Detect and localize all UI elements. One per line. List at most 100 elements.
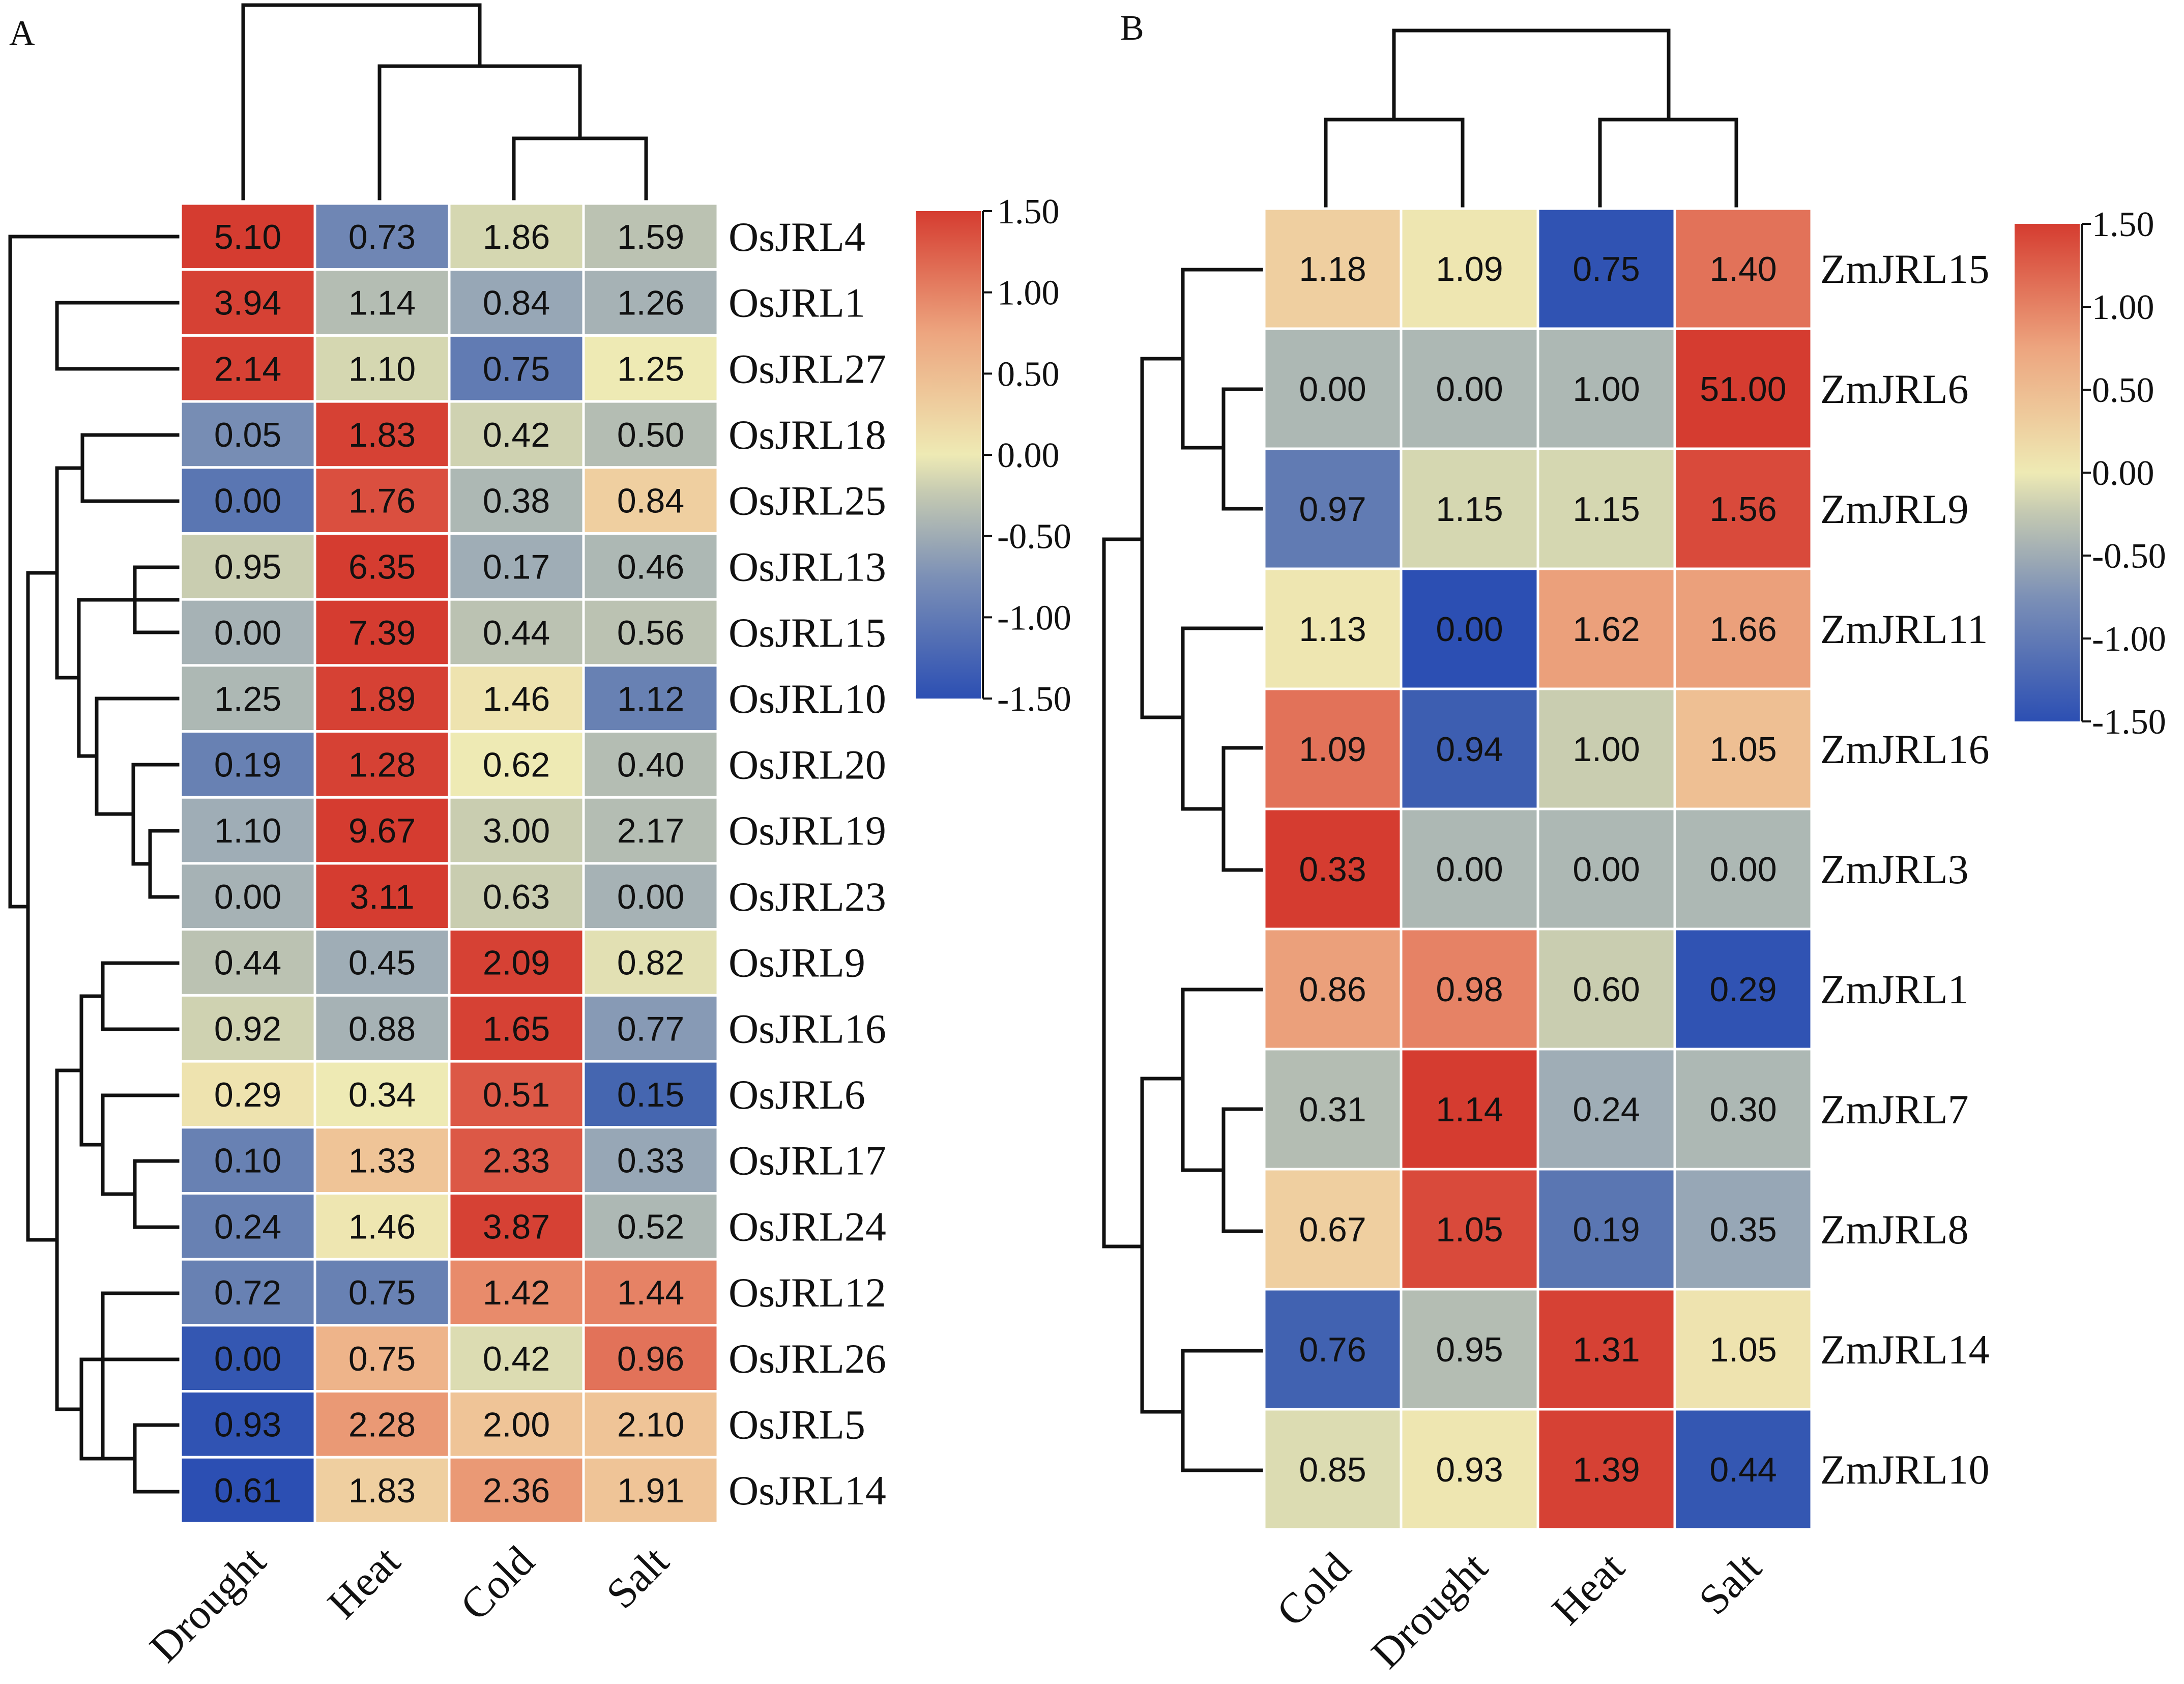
colorbar-gradient — [916, 211, 981, 699]
row-label: OsJRL5 — [729, 1401, 865, 1447]
cell-value-label: 1.66 — [1709, 610, 1777, 649]
heatmap-cell — [1673, 447, 1813, 570]
row-dendrogram-a — [8, 235, 183, 1494]
row-label: OsJRL18 — [729, 412, 886, 458]
cell-value-label: 1.14 — [348, 284, 416, 323]
heatmap-cell — [1536, 1408, 1676, 1531]
cell-value-label: 0.42 — [483, 1340, 550, 1378]
heatmap-cell — [448, 994, 585, 1063]
heatmap-cell — [313, 994, 451, 1063]
cell-value-label: 1.10 — [214, 811, 281, 850]
row-label: OsJRL6 — [729, 1071, 865, 1118]
column-label: Drought — [141, 1537, 275, 1672]
row-label: ZmJRL15 — [1820, 246, 1990, 292]
cell-value-label: 1.44 — [617, 1273, 684, 1312]
cell-value-label: 0.85 — [1299, 1450, 1366, 1489]
cell-value-label: 0.93 — [214, 1405, 281, 1444]
heatmap-cell — [1263, 207, 1403, 330]
row-label: OsJRL26 — [729, 1335, 886, 1382]
heatmap-cell — [582, 1324, 719, 1393]
heatmap-cell — [1400, 1048, 1539, 1171]
heatmap-cell — [448, 1258, 585, 1327]
cell-value-label: 1.12 — [617, 680, 684, 718]
cell-value-label: 0.10 — [214, 1142, 281, 1180]
cell-value-label: 0.05 — [214, 416, 281, 454]
heatmap-cell — [582, 268, 719, 337]
cell-value-label: 0.92 — [214, 1009, 281, 1048]
cell-value-label: 1.62 — [1573, 610, 1640, 649]
cell-value-label: 0.15 — [617, 1076, 684, 1114]
column-label: Salt — [597, 1537, 678, 1618]
row-label: OsJRL19 — [729, 807, 886, 854]
cell-value-label: 0.00 — [1436, 610, 1503, 649]
heatmap-cell — [1400, 1288, 1539, 1411]
colorbar-tick-label: 0.50 — [997, 355, 1060, 394]
heatmap-panel-a: 5.10 0.73 1.86 1.59 3.94 1.14 0.84 1.26 2.14 1.10… — [8, 3, 1071, 1672]
heatmap-cell — [582, 400, 719, 469]
heatmap-cell — [582, 598, 719, 667]
cell-value-label: 0.29 — [1709, 970, 1777, 1009]
cell-value-label: 1.76 — [348, 482, 416, 520]
colorbar-b: 1.50 1.00 0.50 0.00 -0.50 -1.00 -1.50 — [2015, 205, 2166, 742]
colorbar-tick-label: -1.00 — [997, 598, 1071, 637]
heatmap-cell — [448, 1060, 585, 1129]
heatmap-cell — [582, 334, 719, 403]
cell-value-label: 3.11 — [350, 878, 414, 916]
cell-value-label: 3.87 — [483, 1207, 550, 1246]
heatmap-cell — [1400, 807, 1539, 931]
cell-value-label: 1.46 — [483, 680, 550, 718]
column-label: Drought — [1362, 1544, 1497, 1678]
row-label: ZmJRL11 — [1820, 606, 1988, 652]
cell-value-label: 0.61 — [214, 1471, 281, 1510]
row-label: ZmJRL10 — [1820, 1446, 1990, 1493]
cell-value-label: 0.34 — [348, 1076, 416, 1114]
row-label: ZmJRL9 — [1820, 486, 1969, 532]
heatmap-cell — [313, 862, 451, 931]
heatmap-cell — [1536, 567, 1676, 690]
cell-value-label: 1.15 — [1573, 490, 1640, 529]
heatmap-cell — [1673, 207, 1813, 330]
heatmap-cell — [582, 862, 719, 931]
cell-value-label: 1.05 — [1436, 1210, 1503, 1249]
heatmap-cell — [1400, 1168, 1539, 1291]
heatmap-cell — [582, 202, 719, 271]
cell-value-label: 1.91 — [617, 1471, 684, 1510]
colorbar-tick-label: 1.00 — [2092, 288, 2154, 327]
cell-value-label: 0.94 — [1436, 730, 1503, 769]
cell-value-label: 1.15 — [1436, 490, 1503, 529]
heatmap-cell — [179, 466, 316, 535]
heatmap-cell — [1673, 1168, 1813, 1291]
heatmap-cell — [1400, 687, 1539, 810]
colorbar-tick-label: 0.00 — [2092, 454, 2154, 493]
heatmap-cell — [582, 994, 719, 1063]
cell-value-label: 0.00 — [1436, 850, 1503, 889]
heatmap-cell — [448, 532, 585, 601]
heatmap-cell — [1536, 807, 1676, 931]
heatmap-cell — [1400, 927, 1539, 1051]
cell-value-label: 51.00 — [1700, 370, 1786, 409]
cell-value-label: 0.24 — [214, 1207, 281, 1246]
cell-value-label: 0.50 — [617, 416, 684, 454]
cell-value-label: 0.75 — [348, 1273, 416, 1312]
row-label: OsJRL25 — [729, 478, 886, 524]
column-label: Heat — [1543, 1544, 1634, 1634]
cell-value-label: 1.86 — [483, 218, 550, 256]
cell-value-label: 0.00 — [1709, 850, 1777, 889]
cell-value-label: 0.75 — [348, 1340, 416, 1378]
colorbar-tick-label: -1.00 — [2092, 620, 2166, 659]
row-label: OsJRL15 — [729, 609, 886, 656]
cell-value-label: 1.05 — [1709, 1330, 1777, 1369]
cell-value-label: 1.40 — [1709, 250, 1777, 288]
cell-value-label: 0.00 — [214, 878, 281, 916]
cell-value-label: 0.75 — [1573, 250, 1640, 288]
colorbar-tick-label: -0.50 — [2092, 537, 2166, 576]
cell-value-label: 0.63 — [483, 878, 550, 916]
cell-value-label: 0.40 — [617, 745, 684, 784]
heatmap-cell — [1263, 1408, 1403, 1531]
cell-value-label: 1.00 — [1573, 730, 1640, 769]
heatmap-cell — [582, 1060, 719, 1129]
column-labels-b: Cold Drought Heat Salt — [1268, 1544, 1770, 1678]
column-label: Salt — [1690, 1544, 1770, 1624]
colorbar-tick-label: 1.00 — [997, 274, 1060, 313]
